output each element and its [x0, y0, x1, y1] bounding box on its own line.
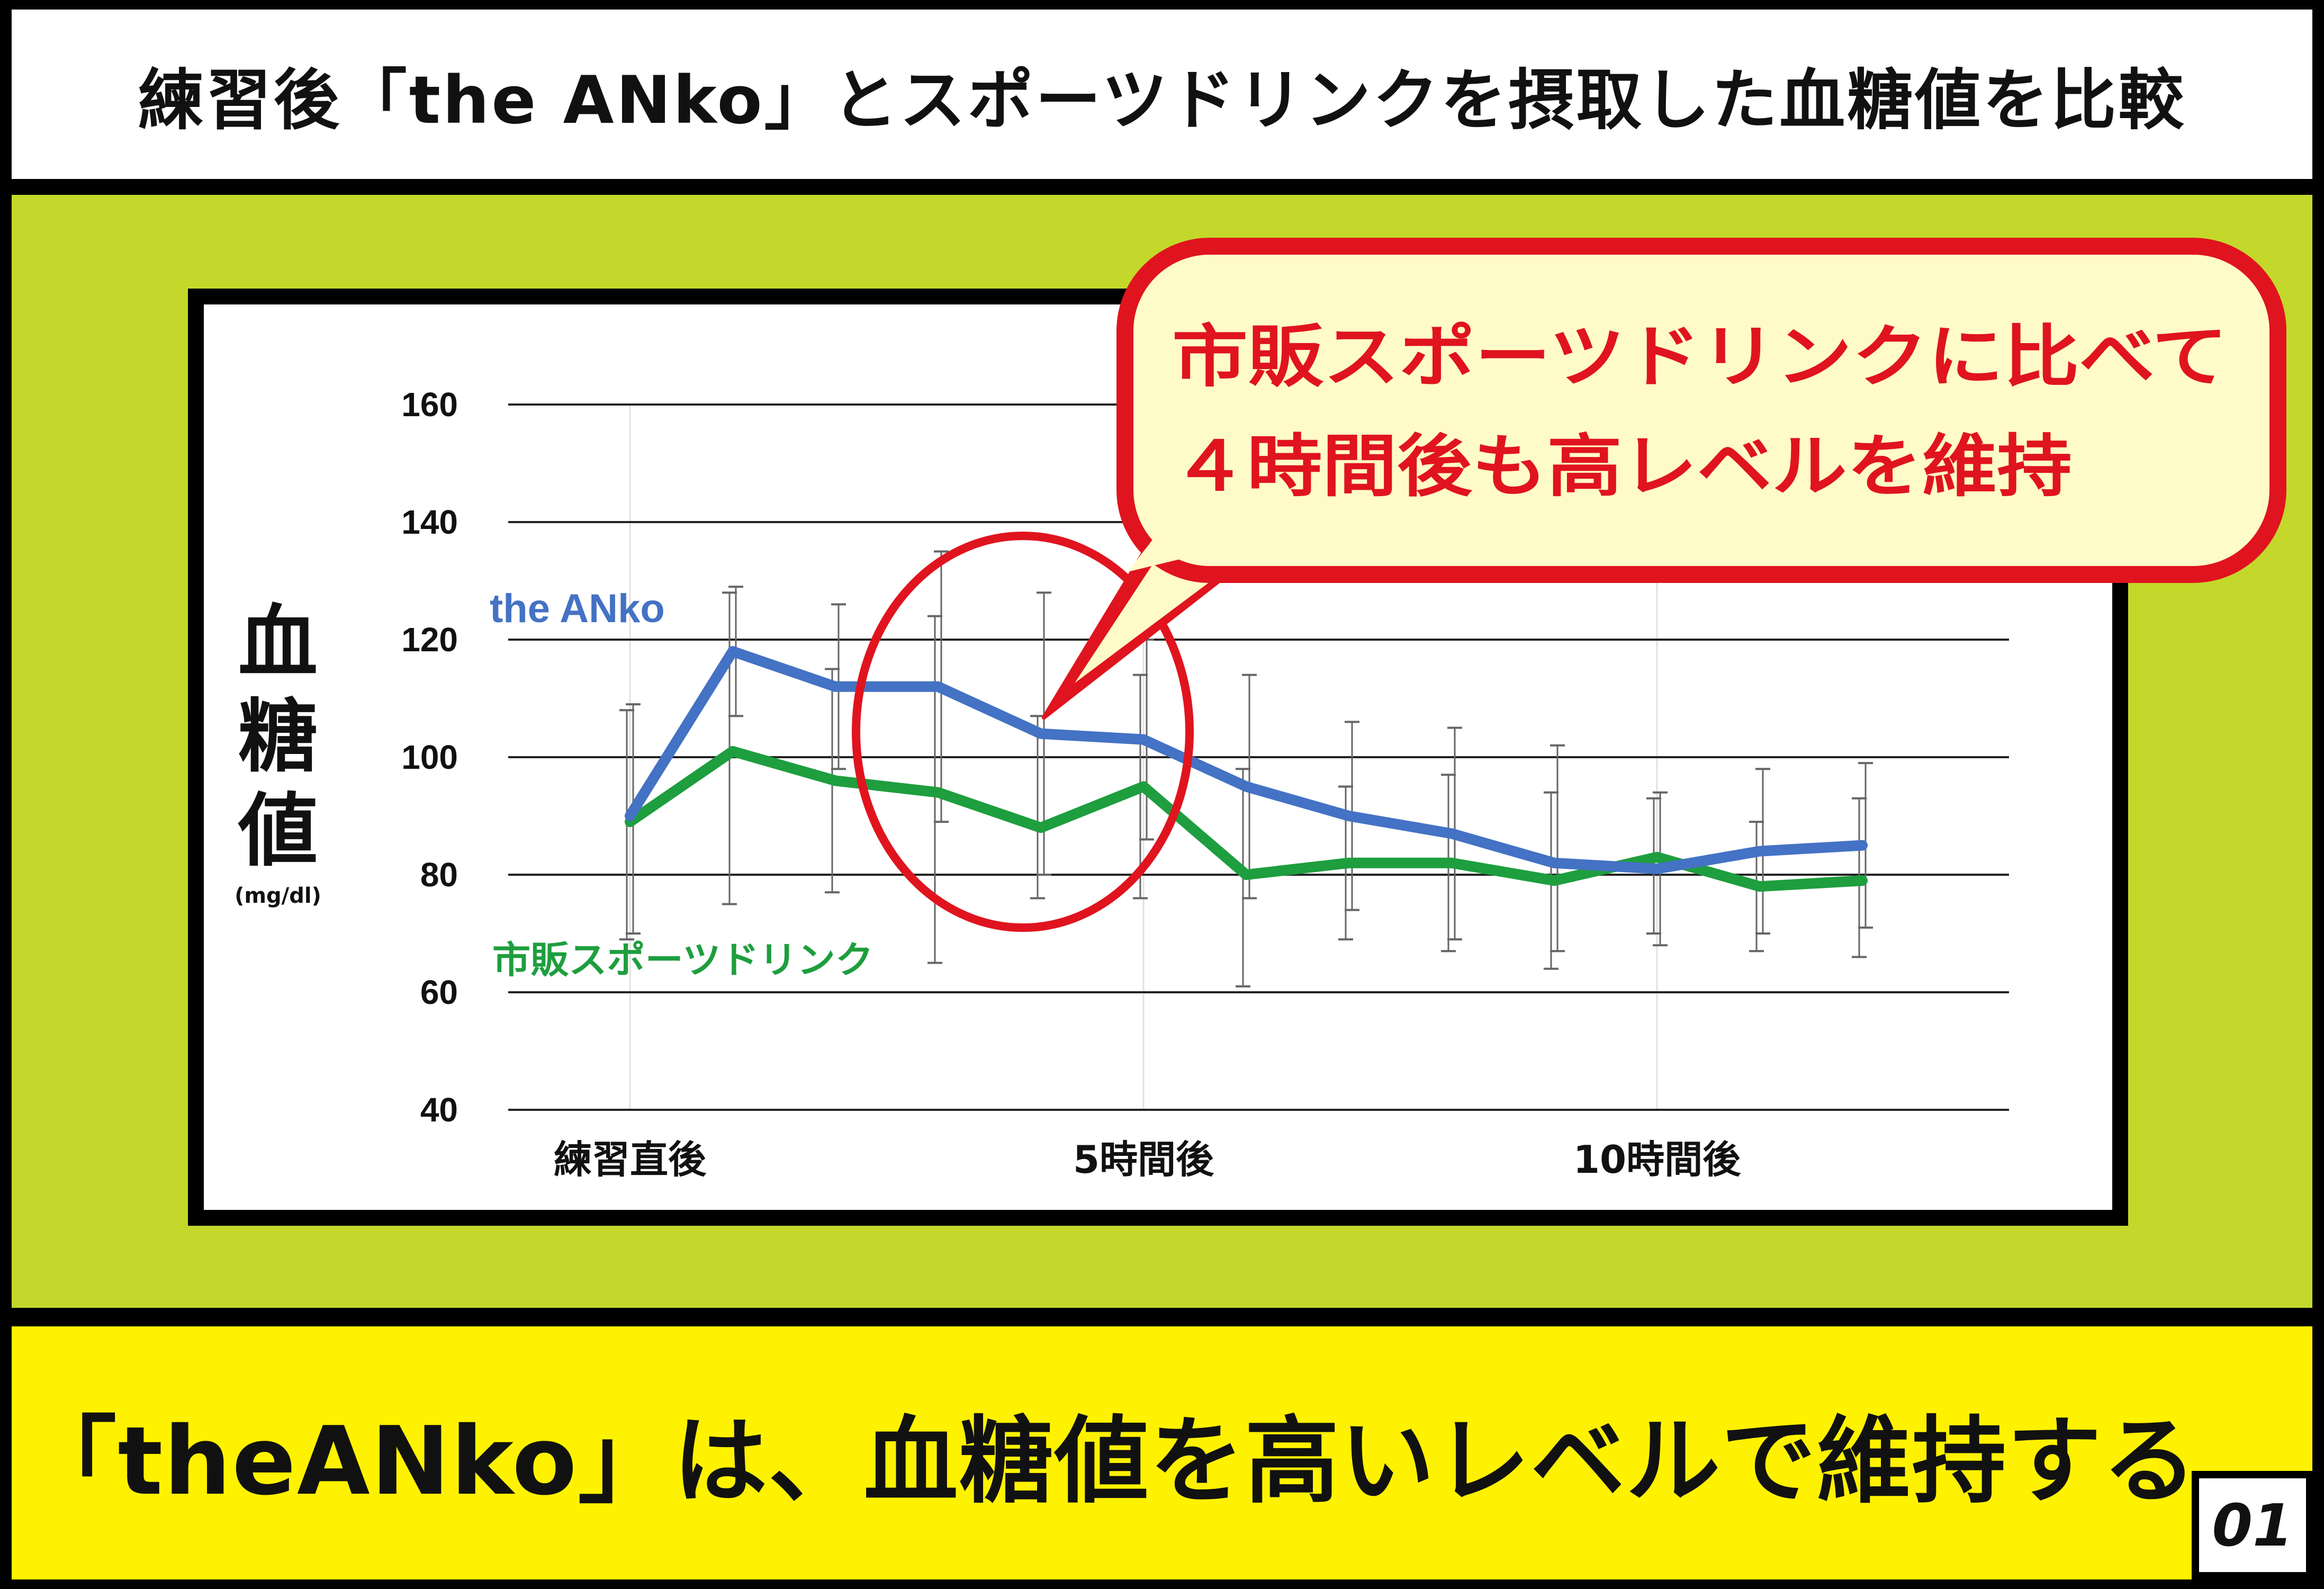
y-tick-label: 120	[401, 621, 458, 659]
blood-sugar-chart: 40 60 80 100 120 140 160 練習直後 5時間後 10時間後 血糖値 (mg/dl…	[235, 385, 2009, 1182]
x-tick-label: 10時間後	[1573, 1137, 1741, 1182]
y-tick-label: 100	[401, 738, 458, 776]
page-number: 01	[2212, 1491, 2293, 1559]
page-number-badge: 01	[2192, 1471, 2313, 1579]
conclusion-bar: 「theANko」は、血糖値を高いレベルで維持する	[12, 1326, 2312, 1579]
conclusion-text: 「theANko」は、血糖値を高いレベルで維持する	[22, 1406, 2198, 1516]
page-title: 練習後「the ANko」とスポーツドリンクを摂取した血糖値を比較	[138, 62, 2186, 139]
x-tick-label: 練習直後	[554, 1137, 707, 1182]
y-tick-label: 160	[401, 385, 458, 424]
series-line-sports-drink	[625, 746, 1868, 892]
y-tick-label: 80	[420, 856, 458, 894]
series-label-sports-drink: 市販スポーツドリンク	[492, 938, 873, 982]
series-line-the-anko	[625, 646, 1868, 874]
y-tick-label: 140	[401, 503, 458, 541]
chart-area: 40 60 80 100 120 140 160 練習直後 5時間後 10時間後 血糖値 (mg/dl…	[204, 304, 2112, 1210]
y-tick-label: 40	[420, 1091, 458, 1129]
y-tick-label: 60	[420, 973, 458, 1011]
title-bar: 練習後「the ANko」とスポーツドリンクを摂取した血糖値を比較	[12, 10, 2312, 179]
chart-frame: 40 60 80 100 120 140 160 練習直後 5時間後 10時間後 血糖値 (mg/dl…	[188, 289, 2128, 1226]
y-axis-label-char: 糖	[238, 691, 318, 783]
series-label-the-anko: the ANko	[490, 586, 665, 631]
y-axis-label-char: 血	[238, 597, 318, 689]
x-tick-label: 5時間後	[1073, 1137, 1214, 1182]
y-axis-unit: (mg/dl)	[235, 884, 321, 908]
y-axis-label-char: 値	[238, 785, 318, 877]
